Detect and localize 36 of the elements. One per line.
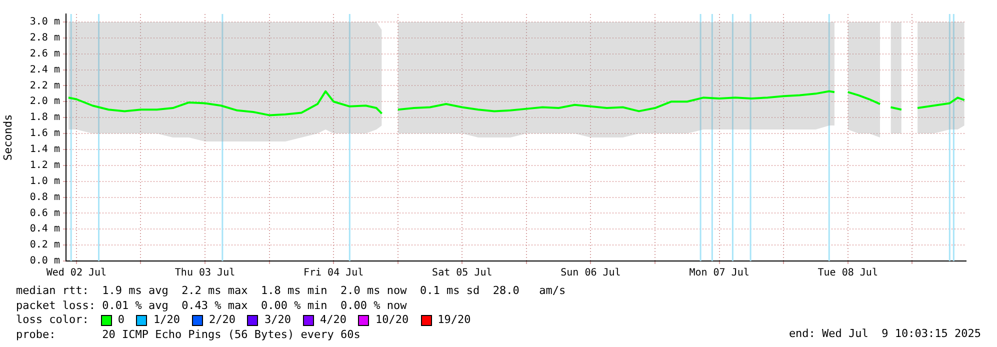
- x-tick-label: Thu 03 Jul: [174, 268, 236, 279]
- legend-label: 19/20: [438, 313, 471, 328]
- legend-title: loss color:: [16, 313, 89, 328]
- y-tick-label: 1.6 m: [30, 128, 60, 140]
- y-tick-label: 0.8 m: [30, 192, 60, 203]
- y-tick-label: 1.4 m: [30, 144, 60, 156]
- x-tick-label: Wed 02 Jul: [46, 268, 107, 279]
- y-tick-label: 0.2 m: [30, 240, 60, 251]
- legend-label: 3/20: [264, 313, 291, 328]
- legend-label: 10/20: [375, 313, 409, 328]
- y-tick-label: 0.6 m: [30, 208, 60, 219]
- y-tick-label: 3.0 m: [30, 16, 60, 28]
- y-tick-label: 2.4 m: [30, 64, 60, 76]
- text: median rtt: 1.9 ms avg 2.2 ms max 1.8 ms min 2.0 ms now 0.1 ms sd 28.0 am/s: [16, 284, 567, 298]
- legend-label: 4/20: [320, 313, 346, 328]
- y-tick-label: 0.0 m: [30, 256, 60, 267]
- x-tick-label: Tue 08 Jul: [818, 268, 878, 279]
- y-tick-label: 0.4 m: [30, 224, 60, 235]
- y-tick-label: 1.8 m: [30, 112, 60, 124]
- legend-label: 0: [118, 313, 124, 328]
- y-tick-label: 1.2 m: [30, 160, 60, 171]
- x-tick-label: Sat 05 Jul: [432, 268, 492, 279]
- text: end: Wed Jul 9 10:03:15 2025: [788, 327, 981, 340]
- y-tick-label: 2.6 m: [30, 48, 60, 60]
- y-tick-label: 2.8 m: [30, 32, 60, 44]
- text: probe: 20 ICMP Echo Pings (56 Bytes) every 60s: [16, 328, 360, 340]
- y-tick-label: 1.0 m: [30, 176, 60, 187]
- y-tick-label: 2.2 m: [30, 80, 60, 92]
- x-tick-label: Fri 04 Jul: [303, 268, 364, 279]
- text: packet loss: 0.01 % avg 0.43 % max 0.00 % min 0.00 % now: [16, 298, 408, 313]
- x-tick-label: Mon 07 Jul: [689, 268, 750, 279]
- y-tick-label: 2.0 m: [30, 96, 60, 108]
- y-axis-title: Seconds: [1, 114, 14, 161]
- legend-label: 1/20: [153, 313, 180, 328]
- legend-label: 2/20: [208, 313, 236, 328]
- x-tick-label: Sun 06 Jul: [560, 268, 621, 279]
